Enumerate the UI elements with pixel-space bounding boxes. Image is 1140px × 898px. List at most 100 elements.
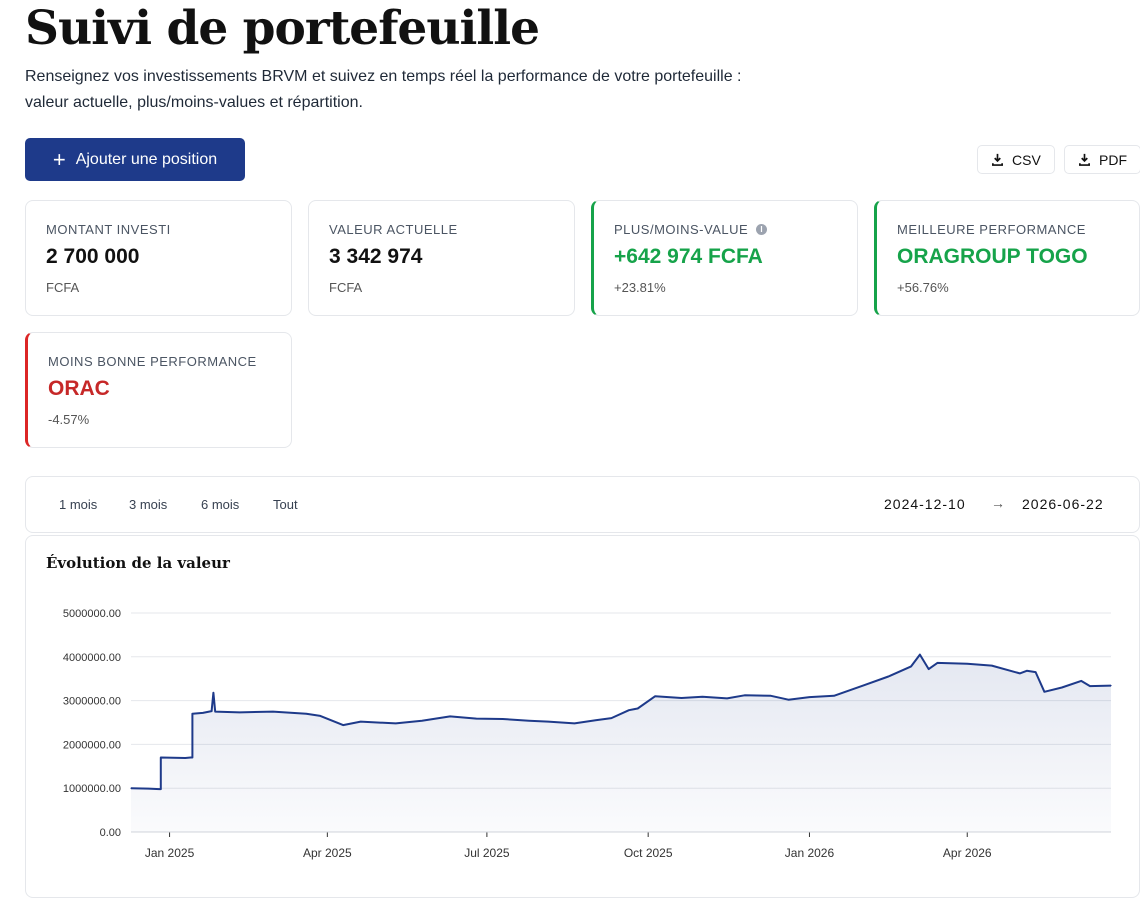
chart-title: Évolution de la valeur [46,554,230,572]
current-value: 3 342 974 [329,245,423,268]
data-point [966,663,968,665]
data-point [919,654,921,656]
y-tick-label: 4000000.00 [63,652,121,664]
value-chart-card: Évolution de la valeur 0.00 1000000.00 200… [25,535,1140,898]
data-point [272,710,274,713]
data-point [637,707,639,710]
data-point [395,722,397,724]
add-position-button[interactable]: + Ajouter une position [25,138,245,181]
worst-performance-card: MOINS BONNE PERFORMANCE ORAC -4.57% [25,332,292,448]
data-point [342,724,344,726]
x-tick-label: Jan 2025 [145,846,195,860]
data-point [594,719,597,721]
data-point [910,665,912,668]
date-range-bar: 1 mois 3 mois 6 mois Tout 2024-12-10 → 2… [25,476,1140,533]
download-icon [1079,153,1090,166]
x-tick-label: Apr 2025 [303,846,352,860]
data-point [1019,672,1021,675]
data-point [833,695,835,697]
info-icon[interactable]: i [756,224,768,235]
end-date-input[interactable]: 2026-06-22 [1022,496,1104,512]
arrow-right-icon: → [991,495,1005,511]
data-point [214,710,216,713]
add-position-label: Ajouter une position [75,150,218,168]
best-performance-label: MEILLEURE PERFORMANCE [897,222,1086,237]
range-all-button[interactable]: Tout [273,497,298,512]
data-point [528,720,530,722]
export-csv-button[interactable]: CSV [977,145,1055,174]
data-point [787,699,790,701]
range-1-month-button[interactable]: 1 mois [59,497,98,512]
data-point [211,710,213,712]
download-icon [992,153,1003,166]
data-point [158,788,160,790]
data-point [726,697,728,700]
export-pdf-label: PDF [1099,151,1127,168]
data-point [573,722,576,724]
page-subtitle: Renseignez vos investissements BRVM et s… [25,68,742,111]
data-point [1043,691,1045,693]
y-tick-label: 0.00 [100,827,121,839]
pnl-value: +642 974 FCFA [614,245,763,268]
x-tick-label: Jul 2025 [464,846,510,860]
data-point [770,695,772,697]
best-performance-percent: +56.76% [897,280,949,295]
worst-performance-label: MOINS BONNE PERFORMANCE [48,354,257,369]
y-tick-label: 1000000.00 [63,783,121,795]
data-point [936,662,939,664]
data-point [475,717,477,720]
data-point [202,712,204,714]
series-line [130,653,1112,791]
x-tick-label: Apr 2026 [943,846,992,860]
data-point [628,709,630,711]
y-tick-label: 3000000.00 [63,696,121,708]
data-point [160,756,162,759]
data-point [863,684,865,686]
pnl-label-row: PLUS/MOINS-VALUE i [614,222,768,237]
current-value-label: VALEUR ACTUELLE [329,222,458,237]
data-point [147,788,150,790]
value-chart: 0.00 1000000.00 2000000.00 3000000.00 400000… [63,608,1112,860]
data-point [421,720,423,722]
data-point [654,695,656,697]
pnl-card: PLUS/MOINS-VALUE i +642 974 FCFA +23.81% [591,200,858,316]
worst-performance-percent: -4.57% [48,412,90,427]
invested-label: MONTANT INVESTI [46,222,171,237]
invested-value: 2 700 000 [46,245,140,268]
data-point [319,715,321,717]
current-value-currency: FCFA [329,280,363,295]
data-point [191,713,193,715]
data-point [991,664,993,667]
data-point [184,757,186,759]
data-point [808,696,811,698]
x-tick-label: Oct 2025 [624,846,673,860]
data-point [1080,680,1082,682]
export-csv-label: CSV [1012,151,1041,168]
data-point [1026,670,1028,672]
data-point [360,721,362,723]
plus-icon: + [52,146,66,172]
best-performance-value: ORAGROUP TOGO [897,245,1088,268]
data-point [305,713,307,715]
pnl-percent: +23.81% [614,280,666,295]
data-point [680,697,683,699]
series-area [131,654,1111,832]
start-date-input[interactable]: 2024-12-10 [884,496,966,512]
best-performance-card: MEILLEURE PERFORMANCE ORAGROUP TOGO +56.… [874,200,1140,316]
range-6-months-button[interactable]: 6 mois [201,497,240,512]
data-point [610,717,612,719]
range-3-months-button[interactable]: 3 mois [129,497,168,512]
export-pdf-button[interactable]: PDF [1064,145,1140,174]
invested-currency: FCFA [46,280,80,295]
data-point [190,756,192,759]
pnl-label: PLUS/MOINS-VALUE [614,222,749,237]
data-point [212,692,214,694]
invested-card: MONTANT INVESTI 2 700 000 FCFA [25,200,292,316]
data-point [887,675,889,678]
y-tick-label: 5000000.00 [63,608,121,620]
y-tick-label: 2000000.00 [63,739,121,751]
page-title: Suivi de portefeuille [25,1,540,56]
data-point [449,715,451,717]
data-point [130,787,132,789]
data-point [928,668,930,670]
